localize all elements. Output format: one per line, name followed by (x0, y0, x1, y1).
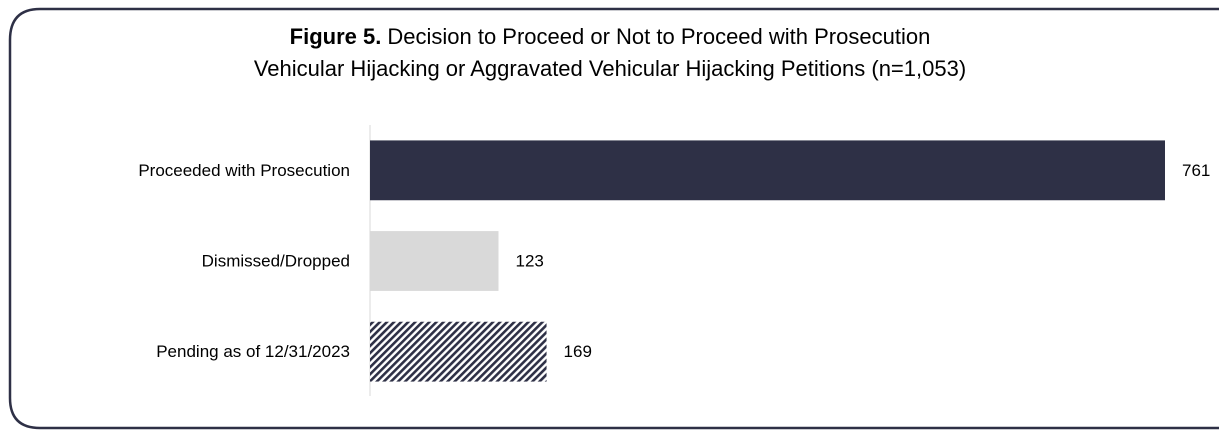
figure-label: Figure 5. (290, 24, 382, 49)
title-text: Decision to Proceed or Not to Proceed wi… (387, 24, 930, 49)
bar (370, 140, 1165, 201)
value-label: 169 (564, 342, 592, 361)
frame (8, 7, 1219, 430)
category-label: Dismissed/Dropped (202, 251, 350, 270)
bar (370, 231, 499, 291)
value-label: 123 (515, 251, 543, 270)
chart-subtitle: Vehicular Hijacking or Aggravated Vehicu… (254, 56, 966, 81)
bar (370, 321, 547, 382)
chart-title: Figure 5. Decision to Proceed or Not to P… (290, 24, 931, 49)
category-label: Proceeded with Prosecution (138, 161, 350, 180)
category-label: Pending as of 12/31/2023 (156, 342, 350, 361)
value-label: 761 (1182, 161, 1210, 180)
